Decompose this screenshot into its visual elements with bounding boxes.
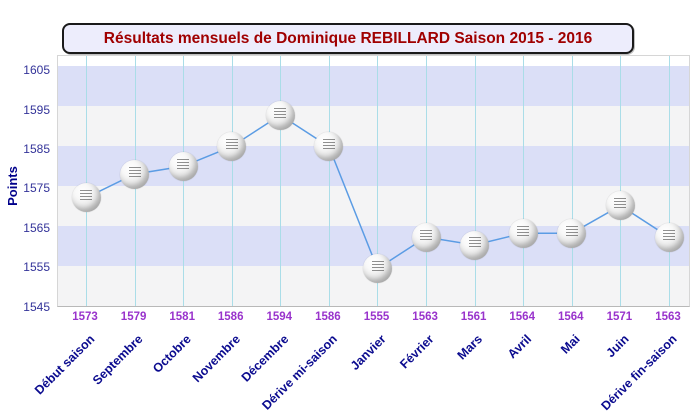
vertical-gridline [86,56,87,306]
vertical-gridline [523,56,524,306]
y-tick-label: 1575 [23,181,50,196]
point-value-label: 1579 [120,311,147,323]
vertical-gridline [669,56,670,306]
point-value-label: 1586 [217,311,244,323]
point-value-label: 1594 [266,311,293,323]
vertical-gridline [572,56,573,306]
vertical-gridline [232,56,233,306]
x-category-label: Novembre [189,332,243,386]
y-tick-label: 1605 [23,63,50,78]
data-point-marker [363,254,392,284]
data-point-marker [557,218,587,248]
x-category-label: Mars [454,332,486,363]
vertical-gridline [329,56,330,306]
point-value-label: 1573 [72,311,98,323]
x-category-label: Janvier [347,332,389,373]
point-value-label: 1586 [315,311,341,323]
data-point-marker [654,222,684,252]
x-category-label: Mai [558,332,583,357]
y-tick-label: 1565 [23,220,50,235]
point-value-label: 1564 [509,311,535,323]
data-point-marker [265,100,295,130]
data-point-marker [508,218,538,248]
data-point-marker [411,222,441,252]
x-category-label: Début saison [31,332,97,398]
x-category-label: Février [397,332,438,372]
point-value-label: 1561 [460,311,487,323]
chart-title-box: Résultats mensuels de Dominique REBILLAR… [62,23,634,54]
chart-title: Résultats mensuels de Dominique REBILLAR… [103,29,593,47]
x-category-label: Avril [504,332,535,362]
point-value-label: 1581 [169,311,195,323]
vertical-gridline [426,56,427,306]
data-point-marker [168,151,198,181]
data-point-marker [71,183,101,213]
vertical-gridline [183,56,184,306]
x-category-label: Octobre [150,332,195,376]
point-value-label: 1564 [558,311,584,323]
y-tick-label: 1585 [23,142,50,156]
x-category-label: Septembre [89,332,146,388]
point-value-label: 1563 [412,311,438,323]
y-tick-label: 1555 [23,260,50,275]
y-tick-label: 1545 [23,299,50,314]
data-point-marker [120,159,150,189]
x-category-label: Juin [603,332,632,361]
data-point-marker [460,230,490,260]
x-category-label: Décembre [238,332,292,385]
y-tick-label: 1595 [23,102,50,117]
point-value-label: 1563 [655,311,681,323]
vertical-gridline [280,56,281,306]
plot-area [57,55,690,307]
vertical-gridline [620,56,621,306]
vertical-gridline [475,56,476,306]
point-value-label: 1555 [363,311,390,323]
vertical-gridline [377,56,378,306]
data-point-marker [605,191,635,221]
point-value-label: 1571 [606,311,633,323]
